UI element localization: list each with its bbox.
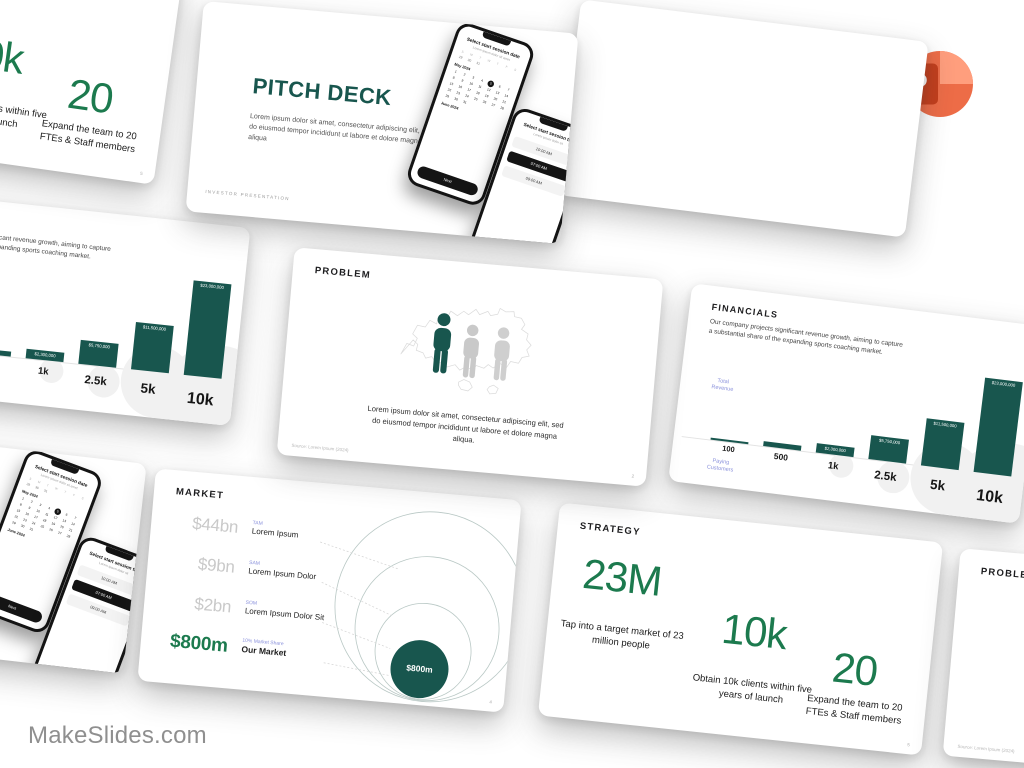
stat-value: 10k bbox=[719, 604, 789, 659]
stat-caption: Expand the team to 20 FTEs & Staff membe… bbox=[805, 692, 903, 727]
bar-value-label: $23,000,000 bbox=[991, 379, 1016, 388]
stat-value: 10k bbox=[0, 27, 27, 83]
page-number: 5 bbox=[139, 170, 144, 177]
source-note: Source: Lorem Ipsum (2024) bbox=[957, 743, 1015, 754]
slide-title: PITCH DECK bbox=[251, 73, 393, 111]
next-button: Next bbox=[0, 590, 44, 625]
slide-card-market: MARKET $44bn TAM Lorem Ipsum $9bn SAM Lo… bbox=[137, 468, 522, 713]
person-icon bbox=[493, 327, 510, 381]
revenue-bar bbox=[0, 347, 12, 357]
slide-title: PROBLEM bbox=[314, 265, 372, 281]
bar-value-label: $5,750,000 bbox=[88, 342, 111, 350]
revenue-bar: $11,500,000 bbox=[920, 418, 965, 471]
revenue-bar: $5,750,000 bbox=[78, 339, 119, 368]
revenue-bar-chart: 100500$2,300,0001k$5,750,0002.5k$11,500,… bbox=[0, 239, 251, 426]
slide-title: STRATEGY bbox=[579, 520, 642, 538]
bar-value-label: $2,300,000 bbox=[34, 351, 56, 359]
slide-body-text: Lorem ipsum dolor sit amet, consectetur … bbox=[367, 404, 564, 445]
x-axis-label: Paying Customers bbox=[706, 457, 734, 474]
page-number: 2 bbox=[631, 473, 635, 479]
revenue-bar: $11,500,000 bbox=[131, 322, 174, 374]
slide-card-problem-partial: PROBLEM Lorem ipsum dolor sit amet, cons… bbox=[942, 548, 1024, 768]
bar-value-label: $11,500,000 bbox=[142, 324, 167, 332]
tam-sam-som-circles bbox=[320, 511, 522, 703]
x-axis-tick: 100 bbox=[721, 444, 736, 455]
stat-value: 20 bbox=[830, 643, 880, 695]
slide-card-financials: FINANCIALS Our company projects signific… bbox=[668, 283, 1024, 524]
page-number: 5 bbox=[907, 742, 911, 748]
slide-body-text: Lorem ipsum dolor sit amet, consectetur … bbox=[247, 111, 434, 146]
slide-card-strategy: STRATEGY 23M Tap into a target market of… bbox=[537, 502, 944, 756]
slide-card-financials-partial: FINANCIALS Our company projects signific… bbox=[0, 191, 251, 426]
person-icon-highlighted bbox=[432, 313, 452, 374]
next-button: Next bbox=[415, 164, 480, 197]
stat-caption: Obtain 10k clients within five years of … bbox=[692, 672, 813, 706]
slide-footer: INVESTOR PRESENTATION bbox=[205, 188, 290, 202]
person-icon bbox=[462, 324, 479, 379]
stat-value: 23M bbox=[580, 549, 664, 605]
revenue-bar bbox=[763, 441, 802, 451]
slide-title: PROBLEM bbox=[980, 566, 1024, 582]
slide-card-strategy-partial: STRATEGY 23M Tap into a target market of… bbox=[0, 0, 184, 185]
x-axis-tick: 500 bbox=[773, 451, 789, 463]
revenue-bar: $5,750,000 bbox=[868, 435, 909, 464]
stat-caption: Tap into a target market of 23 million p… bbox=[560, 618, 685, 651]
source-note: Source: Lorem Ipsum (2024) bbox=[291, 442, 349, 453]
stat-caption: Expand the team to 20 FTEs & Staff membe… bbox=[39, 118, 138, 155]
bar-value-label: $2,300,000 bbox=[824, 445, 847, 454]
slide-card-problem: PROBLEM Lorem ipsum dolor sit amet, cons… bbox=[276, 247, 664, 487]
bar-value-label: $11,500,000 bbox=[933, 420, 957, 429]
slide-card-cover-partial: PITCH DECK Lorem ipsum dolor sit amet, c… bbox=[0, 421, 147, 674]
brand-logo[interactable]: MakeSlides.com bbox=[28, 722, 207, 749]
slide-card-cover: PITCH DECK Lorem ipsum dolor sit amet, c… bbox=[185, 1, 579, 244]
slide-card-blank bbox=[557, 0, 929, 238]
bar-value-label: $23,000,000 bbox=[200, 282, 225, 291]
bar-value-label: $5,750,000 bbox=[878, 437, 901, 446]
stat-value: 20 bbox=[64, 69, 116, 123]
revenue-bar: $2,300,000 bbox=[25, 348, 65, 363]
